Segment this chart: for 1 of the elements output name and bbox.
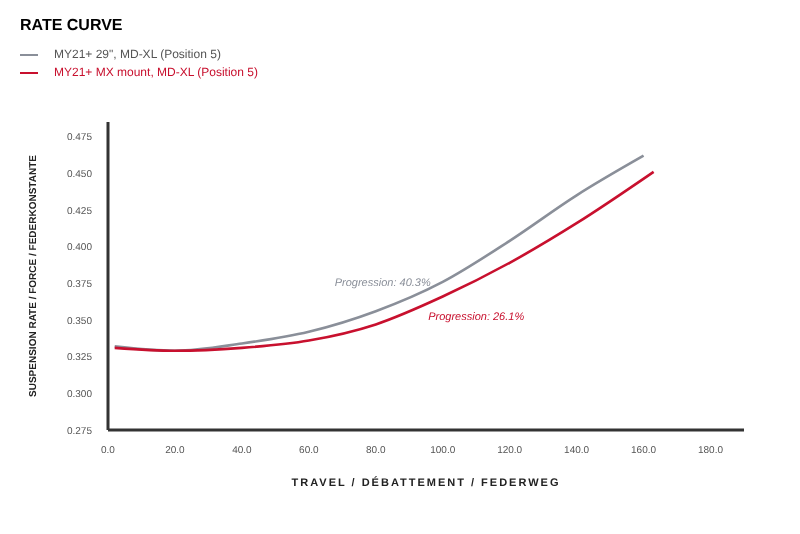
chart-title: RATE CURVE xyxy=(20,16,125,34)
